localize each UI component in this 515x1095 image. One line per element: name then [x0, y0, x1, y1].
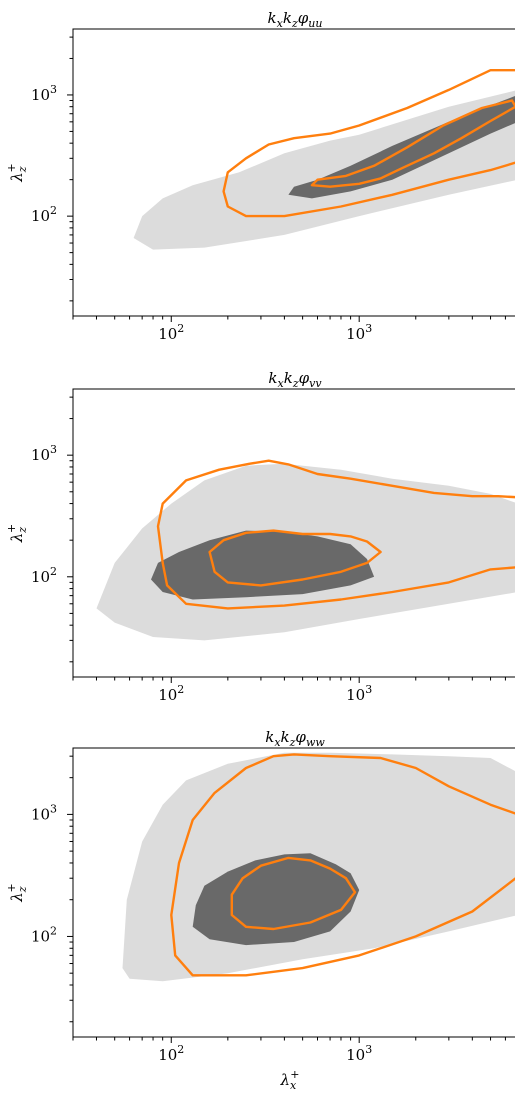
panel-2: 102 103 102 103 kxkzφvv λz+ — [5, 369, 515, 704]
contour-line-3 — [208, 529, 382, 587]
contour-line-3 — [230, 856, 357, 931]
contour-line-3 — [310, 99, 515, 188]
panel-title: kxkzφww — [265, 728, 325, 749]
y-tick-label: 103 — [31, 83, 57, 104]
panel-1: 102 103 102 103 kxkzφuu λz+ — [5, 9, 515, 343]
x-tick-label: 102 — [158, 322, 184, 343]
x-tick-label: 103 — [346, 322, 372, 343]
y-tick-label: 102 — [31, 204, 57, 225]
x-tick-label: 103 — [346, 1043, 372, 1064]
contour-line-2 — [170, 753, 515, 977]
contour-line-2 — [222, 68, 515, 218]
x-tick-label: 102 — [158, 1043, 184, 1064]
axes-frame — [72, 747, 515, 1038]
inner-contour-fill — [151, 530, 375, 600]
y-tick-label: 103 — [31, 443, 57, 464]
y-tick-label: 102 — [31, 924, 57, 945]
inner-contour-fill — [192, 853, 360, 946]
y-axis-label: λz+ — [5, 524, 29, 544]
y-axis-label: λz+ — [5, 163, 29, 183]
plot-area — [96, 459, 515, 641]
panel-title: kxkzφvv — [268, 369, 322, 390]
y-tick-label: 103 — [31, 802, 57, 823]
axes-frame — [72, 388, 515, 678]
x-tick-label: 103 — [346, 683, 372, 704]
x-tick-label: 102 — [158, 683, 184, 704]
panel-title: kxkzφuu — [268, 9, 323, 30]
y-axis-label: λz+ — [5, 883, 29, 903]
x-axis-label: λx+ — [280, 1068, 300, 1092]
y-tick-label: 102 — [31, 565, 57, 586]
inner-contour-fill — [288, 96, 515, 199]
plot-area — [122, 752, 515, 982]
contour-line-2 — [156, 459, 515, 610]
axes-frame — [72, 28, 515, 317]
outer-contour-fill — [133, 90, 515, 250]
panel-3: 102 103 102 103 kxkzφww λz+ λx+ — [5, 728, 515, 1092]
plot-area — [133, 68, 515, 250]
